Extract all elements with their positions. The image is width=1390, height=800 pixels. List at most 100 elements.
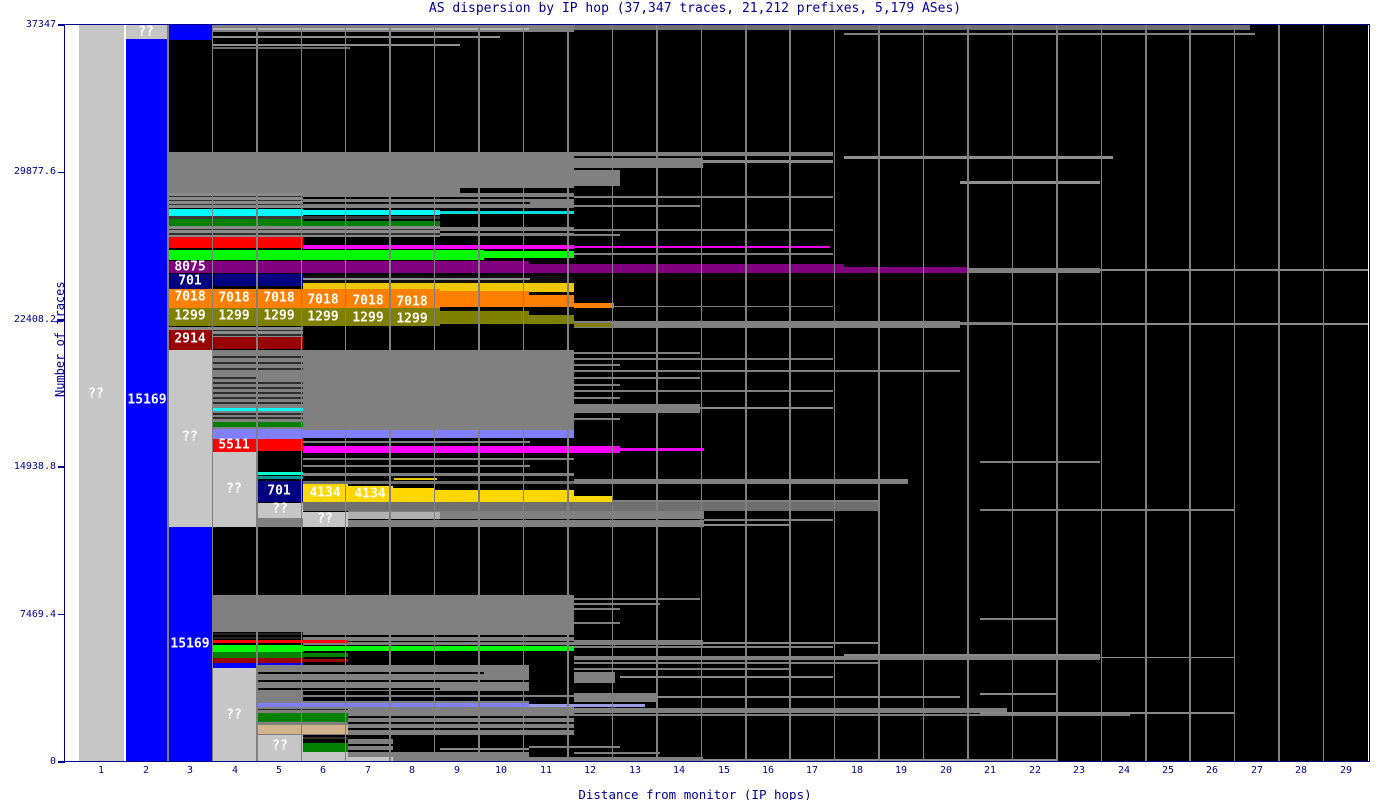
mosaic-rect (125, 25, 168, 762)
x-tick-label: 11 (539, 765, 553, 776)
mosaic-rect (303, 737, 348, 739)
y-tick-label: 0 (49, 756, 56, 767)
mosaic-rect (703, 641, 880, 644)
mosaic-rect (257, 471, 303, 475)
mosaic-rect (440, 291, 529, 307)
y-tick-mark (58, 24, 65, 26)
column-separator (1278, 25, 1280, 762)
mosaic-rect (574, 25, 1250, 30)
as-label: 15169 (170, 636, 210, 652)
mosaic-rect (574, 384, 620, 386)
x-tick-label: 13 (628, 765, 642, 776)
column-separator (1322, 25, 1325, 762)
x-tick-label: 19 (894, 765, 908, 776)
x-tick-label: 26 (1205, 765, 1219, 776)
column-separator (211, 25, 214, 762)
x-tick-label: 12 (583, 765, 597, 776)
mosaic-rect (1100, 656, 1235, 658)
mosaic-rect (303, 465, 530, 467)
mosaic-rect (303, 446, 620, 453)
mosaic-rect (348, 716, 574, 718)
mosaic-rect (460, 152, 574, 188)
as-label: 4134 (309, 485, 341, 501)
mosaic-rect (303, 473, 574, 476)
mosaic-rect (212, 36, 500, 38)
as-label: ?? (272, 501, 288, 517)
as-label: ?? (226, 481, 242, 497)
y-tick-mark (58, 613, 65, 616)
mosaic-rect (574, 152, 833, 156)
x-tick-label: 5 (275, 765, 283, 776)
mosaic-rect (348, 739, 393, 757)
column-separator (922, 25, 925, 762)
mosaic-rect (529, 295, 574, 307)
column-separator (878, 25, 880, 762)
mosaic-rect (574, 640, 703, 645)
y-tick-label: 37347 (25, 19, 56, 30)
mosaic-rect (257, 475, 303, 479)
as-label: 1299 (174, 308, 206, 324)
mosaic-rect (257, 518, 303, 527)
mosaic-rect (303, 480, 574, 484)
mosaic-rect (844, 267, 968, 273)
mosaic-rect (257, 688, 440, 690)
x-tick-label: 10 (494, 765, 508, 776)
mosaic-rect (574, 390, 833, 392)
mosaic-rect (303, 276, 574, 283)
column-separator (1011, 25, 1014, 762)
y-tick-mark (58, 171, 65, 174)
x-tick-label: 25 (1161, 765, 1175, 776)
mosaic-rect (303, 210, 440, 215)
as-label: 7018 (396, 294, 428, 310)
mosaic-rect (574, 352, 700, 354)
chart-title: AS dispersion by IP hop (37,347 traces, … (428, 1, 962, 16)
mosaic-rect (393, 752, 529, 762)
x-tick-label: 1 (97, 765, 105, 776)
as-label: 1299 (396, 311, 428, 327)
mosaic-rect (212, 662, 257, 669)
column-separator (745, 25, 747, 762)
x-tick-label: 17 (805, 765, 819, 776)
mosaic-rect (212, 438, 257, 452)
mosaic-rect (168, 334, 303, 336)
mosaic-rect (346, 512, 440, 520)
mosaic-rect (212, 47, 350, 49)
mosaic-rect (393, 487, 435, 502)
mosaic-rect (574, 377, 700, 379)
mosaic-rect (257, 734, 303, 762)
column-separator (1145, 25, 1147, 762)
column-separator (967, 25, 969, 762)
mosaic-rect (257, 438, 303, 451)
as-label: 1299 (218, 308, 250, 324)
mosaic-rect (212, 28, 529, 30)
mosaic-rect (574, 622, 620, 624)
as-label: 1299 (307, 309, 339, 325)
mosaic-rect (257, 502, 303, 518)
mosaic-rect (168, 199, 303, 201)
mosaic-rect (168, 233, 440, 235)
mosaic-rect (303, 742, 348, 752)
mosaic-rect (303, 632, 574, 645)
mosaic-rect (123, 25, 126, 762)
mosaic-rect (348, 722, 574, 724)
x-tick-label: 15 (717, 765, 731, 776)
mosaic-rect (303, 202, 530, 204)
as-label: 2914 (174, 331, 206, 347)
as-label: 5511 (218, 437, 250, 453)
mosaic-rect (440, 211, 574, 214)
mosaic-rect (700, 407, 833, 409)
as-label: 1299 (263, 308, 295, 324)
x-tick-label: 9 (453, 765, 461, 776)
mosaic-rect (303, 193, 574, 208)
as-label: ?? (317, 511, 333, 527)
column-separator (656, 25, 658, 762)
mosaic-rect (168, 288, 440, 308)
mosaic-rect (168, 219, 303, 226)
mosaic-rect (614, 305, 833, 307)
mosaic-rect (980, 712, 1235, 714)
mosaic-rect (980, 509, 1235, 511)
mosaic-rect (168, 308, 440, 326)
mosaic-rect (303, 659, 348, 662)
mosaic-rect (574, 234, 620, 236)
